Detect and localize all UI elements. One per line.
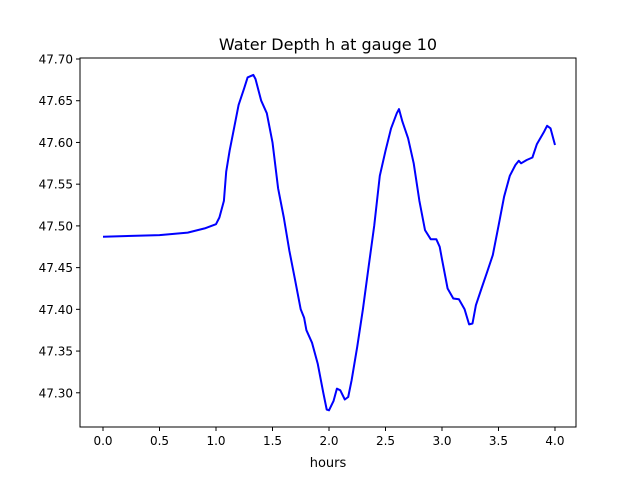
y-tick-label: 47.30 [39, 386, 73, 400]
y-tick-label: 47.60 [39, 136, 73, 150]
chart-title: Water Depth h at gauge 10 [219, 35, 437, 54]
y-tick-label: 47.40 [39, 303, 73, 317]
y-tick-label: 47.45 [39, 261, 73, 275]
x-tick-label: 1.0 [206, 434, 225, 448]
x-axis-label: hours [310, 456, 347, 471]
x-tick-label: 2.0 [319, 434, 338, 448]
y-tick-label: 47.55 [39, 178, 73, 192]
y-tick-label: 47.35 [39, 345, 73, 359]
x-tick-label: 0.0 [93, 434, 112, 448]
series-line-h [102, 73, 556, 412]
x-tick-label: 3.0 [432, 434, 451, 448]
x-tick-label: 2.5 [376, 434, 395, 448]
x-tick-label: 4.0 [545, 434, 564, 448]
plot-frame [79, 57, 577, 428]
y-tick-label: 47.50 [39, 219, 73, 233]
x-tick-label: 3.5 [489, 434, 508, 448]
x-tick-label: 0.5 [150, 434, 169, 448]
y-tick-label: 47.65 [39, 94, 73, 108]
y-tick-label: 47.70 [39, 53, 73, 67]
x-tick-label: 1.5 [263, 434, 282, 448]
